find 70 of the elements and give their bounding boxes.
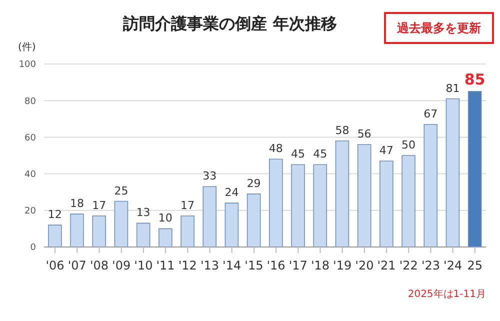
y-tick-label: 100 [18, 60, 36, 70]
x-tick-label: '12 [178, 258, 197, 273]
y-tick-label: 20 [24, 206, 36, 217]
x-tick-label: '09 [112, 258, 131, 273]
bar [136, 222, 150, 247]
x-tick-label: '08 [90, 258, 109, 273]
x-tick-label: '16 [266, 258, 286, 273]
data-label: 17 [92, 198, 106, 212]
y-tick-label: 40 [24, 170, 36, 180]
data-label: 12 [48, 208, 62, 222]
bar [180, 215, 194, 247]
bar [92, 215, 106, 247]
x-tick-label: '17 [288, 258, 308, 273]
data-label: 85 [464, 70, 486, 88]
y-tick-label: 60 [24, 133, 36, 144]
bar [224, 202, 239, 247]
x-tick-label: '20 [355, 258, 374, 273]
data-label: 50 [402, 138, 416, 152]
y-tick-label: 0 [30, 243, 36, 254]
bar [48, 224, 62, 247]
data-label: 81 [446, 82, 460, 95]
bar [291, 164, 305, 247]
data-label: 45 [291, 148, 306, 161]
chart-title: 訪問介護事業の倒産 年次推移 [122, 14, 338, 35]
x-tick-label: '23 [421, 258, 440, 273]
x-tick-label: '22 [399, 258, 418, 273]
data-label: 17 [180, 198, 195, 212]
bar [335, 140, 350, 247]
data-label: 45 [313, 148, 328, 161]
bar [269, 158, 283, 247]
bar [202, 186, 217, 247]
bar [380, 160, 394, 247]
x-tick-label: '24 [444, 258, 462, 273]
data-label: 25 [114, 184, 128, 198]
bar [313, 164, 328, 247]
x-tick-label: '06 [46, 258, 64, 273]
x-tick-label: '10 [134, 258, 153, 273]
data-label: 58 [335, 124, 350, 137]
bar [424, 124, 438, 247]
text: 過去最多を更新 [384, 12, 494, 44]
data-label: 48 [268, 142, 283, 156]
x-tick-label: '18 [310, 258, 330, 273]
x-tick-label: '21 [377, 258, 396, 273]
data-label: 24 [224, 186, 239, 200]
bar [402, 155, 416, 247]
bar [357, 144, 372, 247]
x-tick-label: '15 [244, 258, 264, 273]
x-tick-label: '14 [222, 258, 242, 273]
bar [246, 194, 261, 247]
bar [114, 200, 128, 247]
y-axis-title: (件) [18, 41, 36, 54]
x-tick-label: 25 [467, 258, 483, 273]
data-label: 56 [357, 128, 372, 141]
text: 2025年は1-11月 [408, 288, 486, 301]
data-label: 29 [246, 176, 261, 190]
x-tick-label: '11 [156, 258, 175, 273]
bar [70, 214, 84, 247]
data-label: 47 [379, 144, 394, 157]
x-tick-label: '19 [333, 258, 352, 273]
x-tick-label: '13 [200, 258, 220, 273]
bar [446, 98, 460, 247]
data-label: 10 [158, 212, 172, 225]
bar [468, 91, 482, 247]
x-tick-label: '07 [68, 258, 86, 273]
bar [158, 228, 172, 247]
y-tick-label: 80 [24, 96, 36, 107]
data-label: 18 [70, 197, 84, 210]
data-label: 33 [202, 170, 217, 183]
data-label: 67 [424, 107, 438, 120]
data-label: 13 [136, 206, 150, 220]
